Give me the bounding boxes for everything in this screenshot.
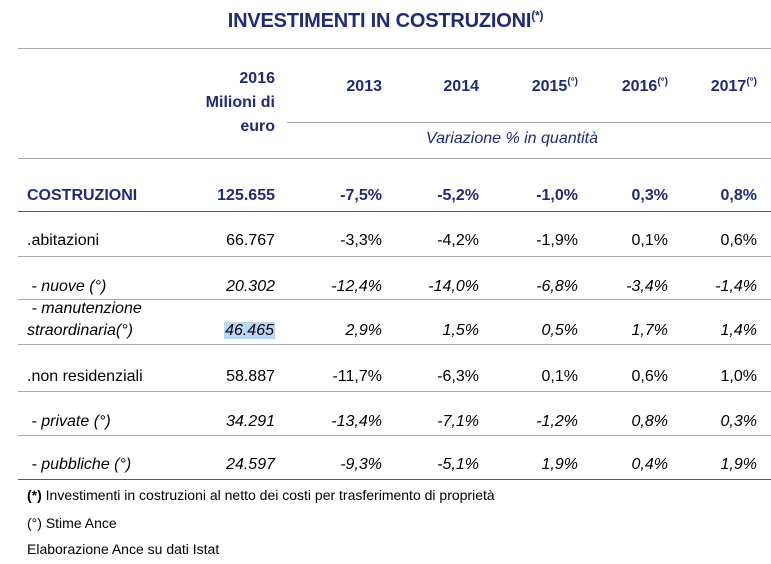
row-value-private: 34.291: [226, 413, 275, 430]
cell-costruzioni-2017: 0,8%: [720, 187, 757, 204]
cell-costruzioni-2014: -5,2%: [437, 187, 479, 204]
title-text: INVESTIMENTI IN COSTRUZIONI: [227, 10, 532, 32]
value-header-line1: 2016: [239, 70, 275, 87]
row-rule: [18, 299, 771, 300]
title-footnote-mark: (*): [531, 8, 544, 23]
cell-abitazioni-2015: -1,9%: [536, 232, 578, 249]
cell-nuove-2015: -6,8%: [536, 278, 578, 295]
cell-private-2017: 0,3%: [720, 413, 757, 430]
row-rule: [18, 211, 771, 212]
header-bottom-rule: [18, 158, 771, 159]
row-value-non-residenziali: 58.887: [226, 368, 275, 385]
value-header-line2: Milioni di: [205, 94, 275, 111]
table-bottom-rule: [18, 479, 771, 480]
cell-pubbliche-2015: 1,9%: [541, 456, 578, 473]
cell-nuove-2014: -14,0%: [428, 278, 479, 295]
row-value-pubbliche: 24.597: [226, 456, 275, 473]
row-label-non-residenziali: .non residenziali: [27, 368, 143, 385]
row-label-nuove: - nuove (°): [27, 278, 107, 295]
row-value-manutenzione: 46.465: [224, 322, 275, 340]
row-value-costruzioni: 125.655: [217, 187, 275, 204]
row-label-pubbliche: - pubbliche (°): [27, 456, 132, 473]
cell-costruzioni-2016: 0,3%: [631, 187, 668, 204]
cell-abitazioni-2017: 0,6%: [720, 232, 757, 249]
row-rule: [18, 435, 771, 436]
row-label-manutenzione-line1: - manutenzione: [27, 300, 142, 317]
year-header-2013: 2013: [346, 78, 382, 95]
row-label-costruzioni: COSTRUZIONI: [27, 187, 138, 204]
cell-pubbliche-2013: -9,3%: [340, 456, 382, 473]
row-label-manutenzione-line2: straordinaria(°): [27, 322, 133, 339]
cell-private-2016: 0,8%: [631, 413, 668, 430]
row-value-abitazioni: 66.767: [226, 232, 275, 249]
cell-private-2013: -13,4%: [331, 413, 382, 430]
cell-manutenzione-2015: 0,5%: [541, 322, 578, 339]
value-header-line3: euro: [240, 118, 275, 135]
cell-manutenzione-2016: 1,7%: [631, 322, 668, 339]
cell-pubbliche-2016: 0,4%: [631, 456, 668, 473]
source-note: Elaborazione Ance su dati Istat: [27, 541, 220, 557]
year-header-2016: 2016(°): [621, 76, 668, 95]
cell-non-residenziali-2017: 1,0%: [720, 368, 757, 385]
subheader-variation: Variazione % in quantità: [426, 130, 598, 147]
year-header-2014: 2014: [443, 78, 479, 95]
cell-nuove-2016: -3,4%: [626, 278, 668, 295]
row-rule: [18, 256, 771, 257]
row-rule: [18, 391, 771, 392]
cell-abitazioni-2016: 0,1%: [631, 232, 668, 249]
cell-manutenzione-2014: 1,5%: [442, 322, 479, 339]
cell-pubbliche-2017: 1,9%: [720, 456, 757, 473]
top-rule: [18, 48, 771, 49]
cell-pubbliche-2014: -5,1%: [437, 456, 479, 473]
year-header-2015: 2015(°): [531, 76, 578, 95]
cell-nuove-2017: -1,4%: [715, 278, 757, 295]
cell-abitazioni-2013: -3,3%: [340, 232, 382, 249]
table-title: INVESTIMENTI IN COSTRUZIONI(*): [0, 8, 771, 33]
header-divider: [287, 122, 771, 123]
cell-manutenzione-2017: 1,4%: [720, 322, 757, 339]
cell-non-residenziali-2013: -11,7%: [332, 368, 382, 385]
row-value-nuove: 20.302: [226, 278, 275, 295]
row-label-private: - private (°): [27, 413, 111, 430]
cell-costruzioni-2013: -7,5%: [340, 187, 382, 204]
row-label-abitazioni: .abitazioni: [27, 232, 100, 249]
cell-non-residenziali-2015: 0,1%: [541, 368, 578, 385]
cell-non-residenziali-2016: 0,6%: [631, 368, 668, 385]
cell-manutenzione-2013: 2,9%: [345, 322, 382, 339]
cell-private-2015: -1,2%: [536, 413, 578, 430]
cell-abitazioni-2014: -4,2%: [437, 232, 479, 249]
cell-costruzioni-2015: -1,0%: [536, 187, 578, 204]
cell-nuove-2013: -12,4%: [331, 278, 382, 295]
row-rule: [18, 344, 771, 345]
footnote-definition: (*) Investimenti in costruzioni al netto…: [27, 487, 495, 503]
cell-non-residenziali-2014: -6,3%: [437, 368, 479, 385]
footnote-estimates: (°) Stime Ance: [27, 515, 117, 531]
cell-private-2014: -7,1%: [437, 413, 479, 430]
selected-cell-highlight[interactable]: 46.465: [224, 322, 275, 339]
year-header-2017: 2017(°): [710, 76, 757, 95]
